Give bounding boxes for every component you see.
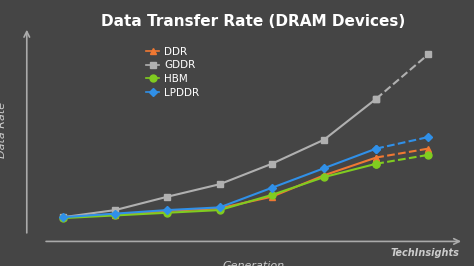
Legend: DDR, GDDR, HBM, LPDDR: DDR, GDDR, HBM, LPDDR xyxy=(143,44,202,101)
Text: Data Rate: Data Rate xyxy=(0,102,7,158)
Title: Data Transfer Rate (DRAM Devices): Data Transfer Rate (DRAM Devices) xyxy=(101,14,406,29)
Text: TechInsights: TechInsights xyxy=(391,248,460,258)
Text: Generation: Generation xyxy=(222,261,285,266)
